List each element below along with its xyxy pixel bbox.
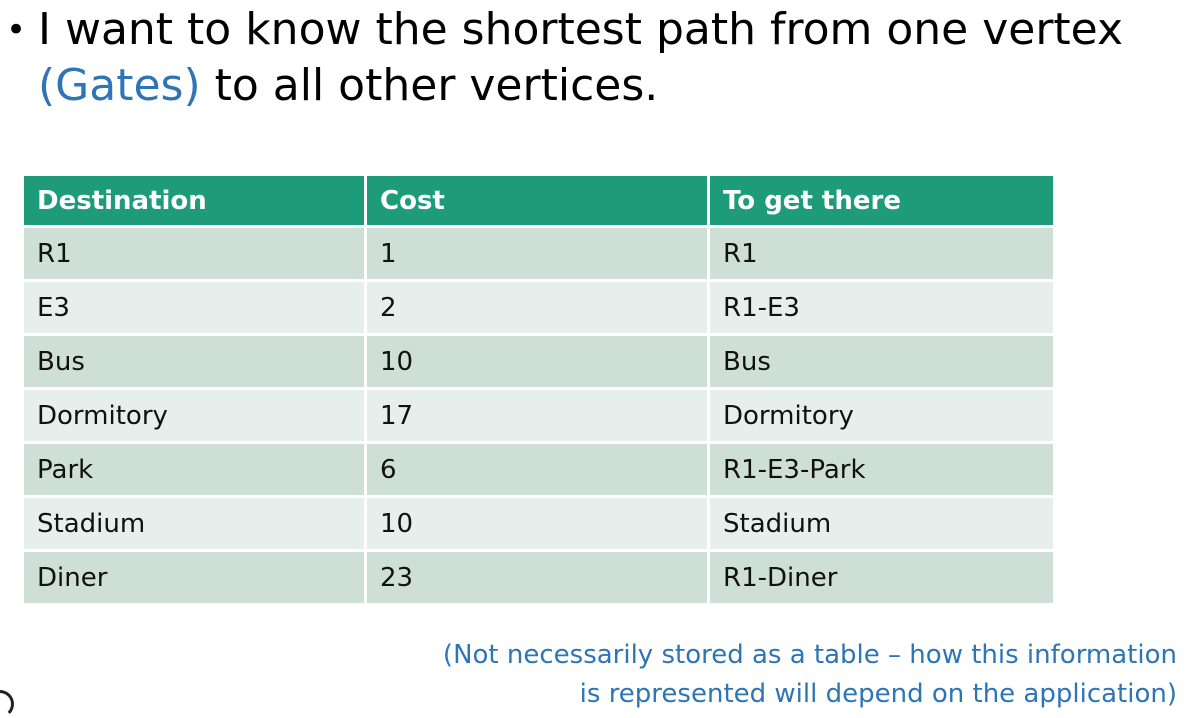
bullet-point: • I want to know the shortest path from … bbox=[6, 2, 1176, 114]
cell-destination: Stadium bbox=[24, 498, 367, 552]
footnote-line-1: (Not necessarily stored as a table – how… bbox=[442, 640, 1177, 670]
cell-route: R1-Diner bbox=[710, 552, 1053, 606]
header-destination: Destination bbox=[24, 176, 367, 228]
bullet-line-1: I want to know the shortest path from on… bbox=[38, 4, 1124, 55]
cell-cost: 1 bbox=[367, 228, 710, 282]
table-header-row: Destination Cost To get there bbox=[24, 176, 1053, 228]
source-vertex-highlight: (Gates) bbox=[38, 60, 201, 111]
cell-cost: 17 bbox=[367, 390, 710, 444]
header-to-get-there: To get there bbox=[710, 176, 1053, 228]
bullet-text: I want to know the shortest path from on… bbox=[38, 2, 1176, 114]
cell-cost: 10 bbox=[367, 498, 710, 552]
table-row: Dormitory 17 Dormitory bbox=[24, 390, 1053, 444]
bullet-dot-icon: • bbox=[6, 10, 27, 50]
cell-destination: Bus bbox=[24, 336, 367, 390]
table-row: Bus 10 Bus bbox=[24, 336, 1053, 390]
table-row: R1 1 R1 bbox=[24, 228, 1053, 282]
footnote-line-2: is represented will depend on the applic… bbox=[579, 679, 1177, 709]
cell-route: R1-E3 bbox=[710, 282, 1053, 336]
cell-route: R1-E3-Park bbox=[710, 444, 1053, 498]
footnote: (Not necessarily stored as a table – how… bbox=[377, 636, 1177, 714]
cell-destination: R1 bbox=[24, 228, 367, 282]
table-row: Park 6 R1-E3-Park bbox=[24, 444, 1053, 498]
shortest-path-table: Destination Cost To get there R1 1 R1 E3… bbox=[24, 176, 1053, 606]
cell-route: Dormitory bbox=[710, 390, 1053, 444]
header-cost: Cost bbox=[367, 176, 710, 228]
cell-route: R1 bbox=[710, 228, 1053, 282]
table-row: E3 2 R1-E3 bbox=[24, 282, 1053, 336]
table-row: Diner 23 R1-Diner bbox=[24, 552, 1053, 606]
cell-route: Stadium bbox=[710, 498, 1053, 552]
cell-cost: 10 bbox=[367, 336, 710, 390]
cell-destination: Park bbox=[24, 444, 367, 498]
cell-route: Bus bbox=[710, 336, 1053, 390]
cell-destination: Dormitory bbox=[24, 390, 367, 444]
table-row: Stadium 10 Stadium bbox=[24, 498, 1053, 552]
cursor-arc-icon bbox=[0, 690, 14, 718]
cell-destination: E3 bbox=[24, 282, 367, 336]
cell-destination: Diner bbox=[24, 552, 367, 606]
cell-cost: 6 bbox=[367, 444, 710, 498]
bullet-line-2: to all other vertices. bbox=[200, 60, 659, 111]
cell-cost: 2 bbox=[367, 282, 710, 336]
cell-cost: 23 bbox=[367, 552, 710, 606]
